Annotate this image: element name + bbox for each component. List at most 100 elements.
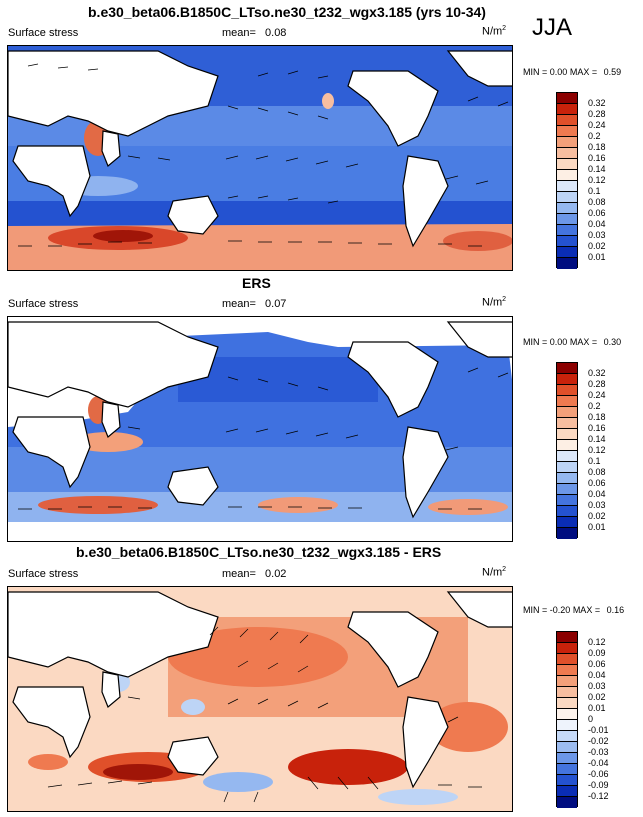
colorbar-swatch [557,385,577,396]
colorbar-swatch [557,126,577,137]
colorbar-swatch [557,148,577,159]
colorbar-label: 0.09 [588,648,606,658]
colorbar-label: 0.06 [588,208,606,218]
colorbar-swatch [557,517,577,528]
panel-3-map [7,586,513,812]
colorbar-label: -0.03 [588,747,609,757]
colorbar-label: 0.03 [588,230,606,240]
colorbar-swatch [557,687,577,698]
colorbar-swatch [557,192,577,203]
colorbar-label: 0.18 [588,412,606,422]
panel-2-mean-value: 0.07 [265,298,287,310]
panel-3-variable: Surface stress [8,568,79,580]
panel-3-colorbar [556,631,578,808]
colorbar-swatch [557,632,577,643]
colorbar-swatch [557,418,577,429]
panel-2-colorbar [556,362,578,539]
colorbar-swatch [557,484,577,495]
panel-3-mean-label: mean= [222,568,256,580]
colorbar-swatch [557,698,577,709]
colorbar-label: 0.24 [588,390,606,400]
panel-2-min-value: 0.00 [549,337,568,347]
colorbar-swatch [557,396,577,407]
colorbar-label: 0.12 [588,175,606,185]
colorbar-swatch [557,93,577,104]
colorbar-swatch [557,137,577,148]
colorbar-label: 0.32 [588,368,606,378]
colorbar-label: 0.12 [588,445,606,455]
panel-1-units: N/m2 [482,25,506,38]
colorbar-swatch [557,709,577,720]
colorbar-label: 0.03 [588,681,606,691]
colorbar-label: 0.02 [588,692,606,702]
panel-3-min-label: MIN = [523,605,548,615]
colorbar-swatch [557,225,577,236]
colorbar-label: 0.04 [588,219,606,229]
panel-2-min-label: MIN = [523,337,548,347]
colorbar-label: 0.14 [588,434,606,444]
colorbar-swatch [557,440,577,451]
panel-1-mean-label: mean= [222,27,256,39]
colorbar-label: -0.04 [588,758,609,768]
colorbar-swatch [557,731,577,742]
panel-3-max-label: MAX = [572,605,601,615]
colorbar-label: 0.12 [588,637,606,647]
colorbar-label: 0.18 [588,142,606,152]
panel-1-mean: mean= 0.08 [222,27,286,39]
panel-2-units: N/m2 [482,296,506,309]
colorbar-swatch [557,665,577,676]
colorbar-label: -0.06 [588,769,609,779]
colorbar-swatch [557,170,577,181]
colorbar-swatch [557,236,577,247]
panel-2-units-text: N/m [482,296,503,309]
colorbar-label: 0.04 [588,670,606,680]
colorbar-label: 0.01 [588,522,606,532]
panel-1-units-text: N/m [482,25,503,38]
panel-2-max-value: 0.30 [603,337,622,347]
panel-1-variable: Surface stress [8,27,79,39]
panel-3-mean: mean= 0.02 [222,568,286,580]
panel-1-max-label: MAX = [569,67,598,77]
colorbar-swatch [557,203,577,214]
panel-3-minmax: MIN = -0.20 MAX = 0.16 [523,605,624,615]
colorbar-swatch [557,115,577,126]
colorbar-label: 0.32 [588,98,606,108]
colorbar-label: 0 [588,714,594,724]
colorbar-label: -0.01 [588,725,609,735]
colorbar-swatch [557,462,577,473]
panel-3-max-value: 0.16 [606,605,625,615]
colorbar-label: -0.09 [588,780,609,790]
panel-2-minmax: MIN = 0.00 MAX = 0.30 [523,337,621,347]
colorbar-label: 0.08 [588,197,606,207]
colorbar-swatch [557,473,577,484]
panel-2-map [7,316,513,542]
panel-2-units-sup: 2 [502,296,507,303]
panel-1-title: b.e30_beta06.B1850C_LTso.ne30_t232_wgx3.… [88,4,486,20]
colorbar-swatch [557,506,577,517]
colorbar-swatch [557,720,577,731]
colorbar-label: 0.1 [588,456,601,466]
colorbar-swatch [557,786,577,797]
colorbar-swatch [557,374,577,385]
panel-3-title: b.e30_beta06.B1850C_LTso.ne30_t232_wgx3.… [76,544,442,560]
panel-1-map-graphic [8,46,512,270]
panel-2-map-graphic [8,317,512,541]
colorbar-swatch [557,104,577,115]
colorbar-label: 0.14 [588,164,606,174]
panel-1-min-label: MIN = [523,67,548,77]
colorbar-swatch [557,258,577,269]
panel-2-mean: mean= 0.07 [222,298,286,310]
panel-2-title: ERS [242,275,271,291]
panel-1-max-value: 0.59 [603,67,622,77]
panel-1-map [7,45,513,271]
colorbar-label: 0.03 [588,500,606,510]
colorbar-label: 0.2 [588,401,601,411]
panel-3-units-sup: 2 [502,566,507,573]
colorbar-label: 0.2 [588,131,601,141]
colorbar-label: 0.06 [588,659,606,669]
colorbar-label: -0.02 [588,736,609,746]
colorbar-label: -0.12 [588,791,609,801]
colorbar-label: 0.01 [588,252,606,262]
panel-1-colorbar [556,92,578,269]
colorbar-label: 0.16 [588,153,606,163]
